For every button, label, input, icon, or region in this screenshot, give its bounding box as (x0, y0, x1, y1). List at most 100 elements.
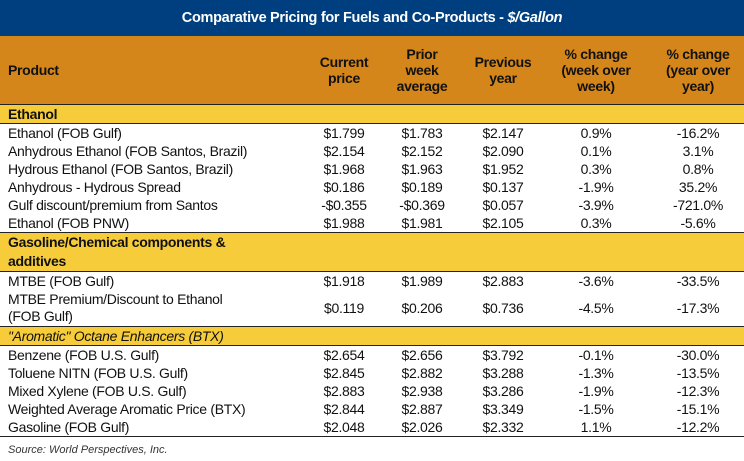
pricing-table: Product Current price Prior week average… (0, 36, 744, 437)
table-row: Hydrous Ethanol (FOB Santos, Brazil) $1.9… (0, 160, 744, 178)
cell-pct-week: 1.1% (540, 418, 652, 437)
cell-prior-week: $1.989 (401, 273, 443, 289)
cell-product: Anhydrous - Hydrous Spread (8, 179, 181, 195)
table-row: Gasoline (FOB Gulf) $2.048 $2.026 $2.332 1.1… (0, 418, 744, 437)
cell-pct-year: -12.2% (652, 418, 744, 437)
col-header-previous-year: Previous year (466, 36, 540, 105)
cell-product: Gulf discount/premium from Santos (8, 197, 218, 213)
cell-pct-year: -15.1% (676, 401, 720, 417)
cell-pct-year: 0.8% (682, 161, 714, 177)
cell-product: Ethanol (FOB PNW) (8, 215, 129, 231)
cell-prior-week: $2.026 (378, 418, 466, 437)
cell-current-price: $2.845 (323, 365, 365, 381)
cell-prior-week: -$0.369 (399, 197, 445, 213)
cell-current-price: $2.654 (323, 347, 365, 363)
cell-pct-year: -33.5% (676, 273, 720, 289)
cell-pct-week: -3.9% (578, 197, 614, 213)
section-title: Ethanol (0, 104, 744, 124)
col-header-prior-week: Prior week average (378, 36, 466, 105)
cell-product: Anhydrous Ethanol (FOB Santos, Brazil) (8, 143, 248, 159)
cell-previous-year: $0.736 (482, 299, 524, 316)
cell-product: Hydrous Ethanol (FOB Santos, Brazil) (8, 161, 233, 177)
section-title: Gasoline/Chemical components & additives (0, 232, 744, 272)
col-header-current-price-text: Current price (319, 54, 369, 86)
table-row: Anhydrous Ethanol (FOB Santos, Brazil) $2… (0, 142, 744, 160)
cell-product: Gasoline (FOB Gulf) (0, 418, 310, 437)
cell-previous-year: $2.147 (482, 125, 524, 141)
title-text: Comparative Pricing for Fuels and Co-Pro… (181, 10, 508, 26)
table-row: Benzene (FOB U.S. Gulf) $2.654 $2.656 $3.79… (0, 346, 744, 365)
cell-previous-year: $3.792 (482, 347, 524, 363)
table-row: Mixed Xylene (FOB U.S. Gulf) $2.883 $2.938… (0, 382, 744, 400)
col-header-prior-week-text: Prior week average (396, 46, 448, 94)
cell-previous-year: $2.105 (482, 215, 524, 231)
cell-product: MTBE Premium/Discount to Ethanol (FOB Gu… (8, 291, 223, 324)
col-header-current-price: Current price (310, 36, 378, 105)
cell-pct-year: 35.2% (678, 179, 718, 195)
table-row: MTBE (FOB Gulf) $1.918 $1.989 $2.883 -3.6% -3… (0, 272, 744, 291)
cell-previous-year: $1.952 (482, 161, 524, 177)
cell-previous-year: $3.288 (482, 365, 524, 381)
cell-pct-week: -0.1% (578, 347, 614, 363)
cell-pct-year: -30.0% (676, 347, 720, 363)
col-header-previous-year-text: Previous year (474, 54, 532, 86)
cell-current-price: $0.119 (324, 299, 364, 316)
cell-pct-year: -13.5% (676, 365, 720, 381)
cell-pct-week: -3.6% (578, 273, 614, 289)
cell-pct-year: 3.1% (682, 143, 714, 159)
cell-previous-year: $3.349 (482, 401, 524, 417)
table-row: Ethanol (FOB PNW) $1.988 $1.981 $2.105 0.3% -… (0, 214, 744, 233)
cell-pct-week: -1.9% (578, 179, 614, 195)
cell-current-price: $2.048 (310, 418, 378, 437)
cell-current-price: $0.186 (323, 179, 365, 195)
cell-prior-week: $1.981 (401, 215, 443, 231)
cell-prior-week: $2.882 (401, 365, 443, 381)
cell-product: Mixed Xylene (FOB U.S. Gulf) (8, 383, 187, 399)
cell-pct-week: 0.9% (580, 125, 612, 141)
section-header: Ethanol (0, 104, 744, 124)
table-row: Weighted Average Aromatic Price (BTX) $2.… (0, 400, 744, 418)
table-row: Ethanol (FOB Gulf) $1.799 $1.783 $2.147 0.9%… (0, 124, 744, 143)
cell-product: Ethanol (FOB Gulf) (8, 125, 122, 141)
col-header-pct-week-text: % change (week over week) (561, 46, 631, 94)
cell-pct-week: 0.3% (580, 161, 612, 177)
cell-pct-week: -1.3% (578, 365, 614, 381)
cell-previous-year: $0.137 (482, 179, 524, 195)
cell-current-price: $1.918 (323, 273, 365, 289)
cell-pct-year: -5.6% (680, 215, 716, 231)
cell-pct-year: -17.3% (676, 299, 720, 316)
cell-prior-week: $2.152 (401, 143, 443, 159)
cell-product: Toluene NITN (FOB U.S. Gulf) (8, 365, 188, 381)
cell-prior-week: $2.938 (401, 383, 443, 399)
header-row: Product Current price Prior week average… (0, 36, 744, 105)
section-title: "Aromatic" Octane Enhancers (BTX) (0, 326, 744, 346)
source-note: Source: World Perspectives, Inc. (8, 444, 168, 456)
cell-prior-week: $1.963 (401, 161, 443, 177)
col-header-pct-week: % change (week over week) (540, 36, 652, 105)
cell-previous-year: $3.286 (482, 383, 524, 399)
cell-current-price: $1.988 (323, 215, 365, 231)
cell-pct-week: -4.5% (578, 299, 614, 316)
section-header: "Aromatic" Octane Enhancers (BTX) (0, 326, 744, 346)
cell-previous-year: $0.057 (482, 197, 524, 213)
cell-pct-year: -721.0% (672, 197, 724, 213)
cell-current-price: $2.154 (323, 143, 365, 159)
cell-prior-week: $1.783 (401, 125, 443, 141)
cell-pct-year: -16.2% (676, 125, 720, 141)
cell-current-price: $1.968 (323, 161, 365, 177)
table-row: Toluene NITN (FOB U.S. Gulf) $2.845 $2.882… (0, 364, 744, 382)
cell-previous-year: $2.883 (482, 273, 524, 289)
table-row: MTBE Premium/Discount to Ethanol (FOB Gu… (0, 290, 744, 327)
cell-current-price: -$0.355 (321, 197, 367, 213)
cell-previous-year: $2.332 (466, 418, 540, 437)
cell-product: Weighted Average Aromatic Price (BTX) (8, 401, 246, 417)
section-header: Gasoline/Chemical components & additives (0, 232, 744, 272)
cell-current-price: $2.883 (323, 383, 365, 399)
cell-pct-week: 0.3% (580, 215, 612, 231)
cell-current-price: $1.799 (323, 125, 365, 141)
cell-prior-week: $2.656 (401, 347, 443, 363)
cell-prior-week: $2.887 (401, 401, 443, 417)
cell-product: MTBE (FOB Gulf) (8, 273, 114, 289)
cell-product: Benzene (FOB U.S. Gulf) (8, 347, 160, 363)
cell-prior-week: $0.206 (401, 299, 443, 316)
